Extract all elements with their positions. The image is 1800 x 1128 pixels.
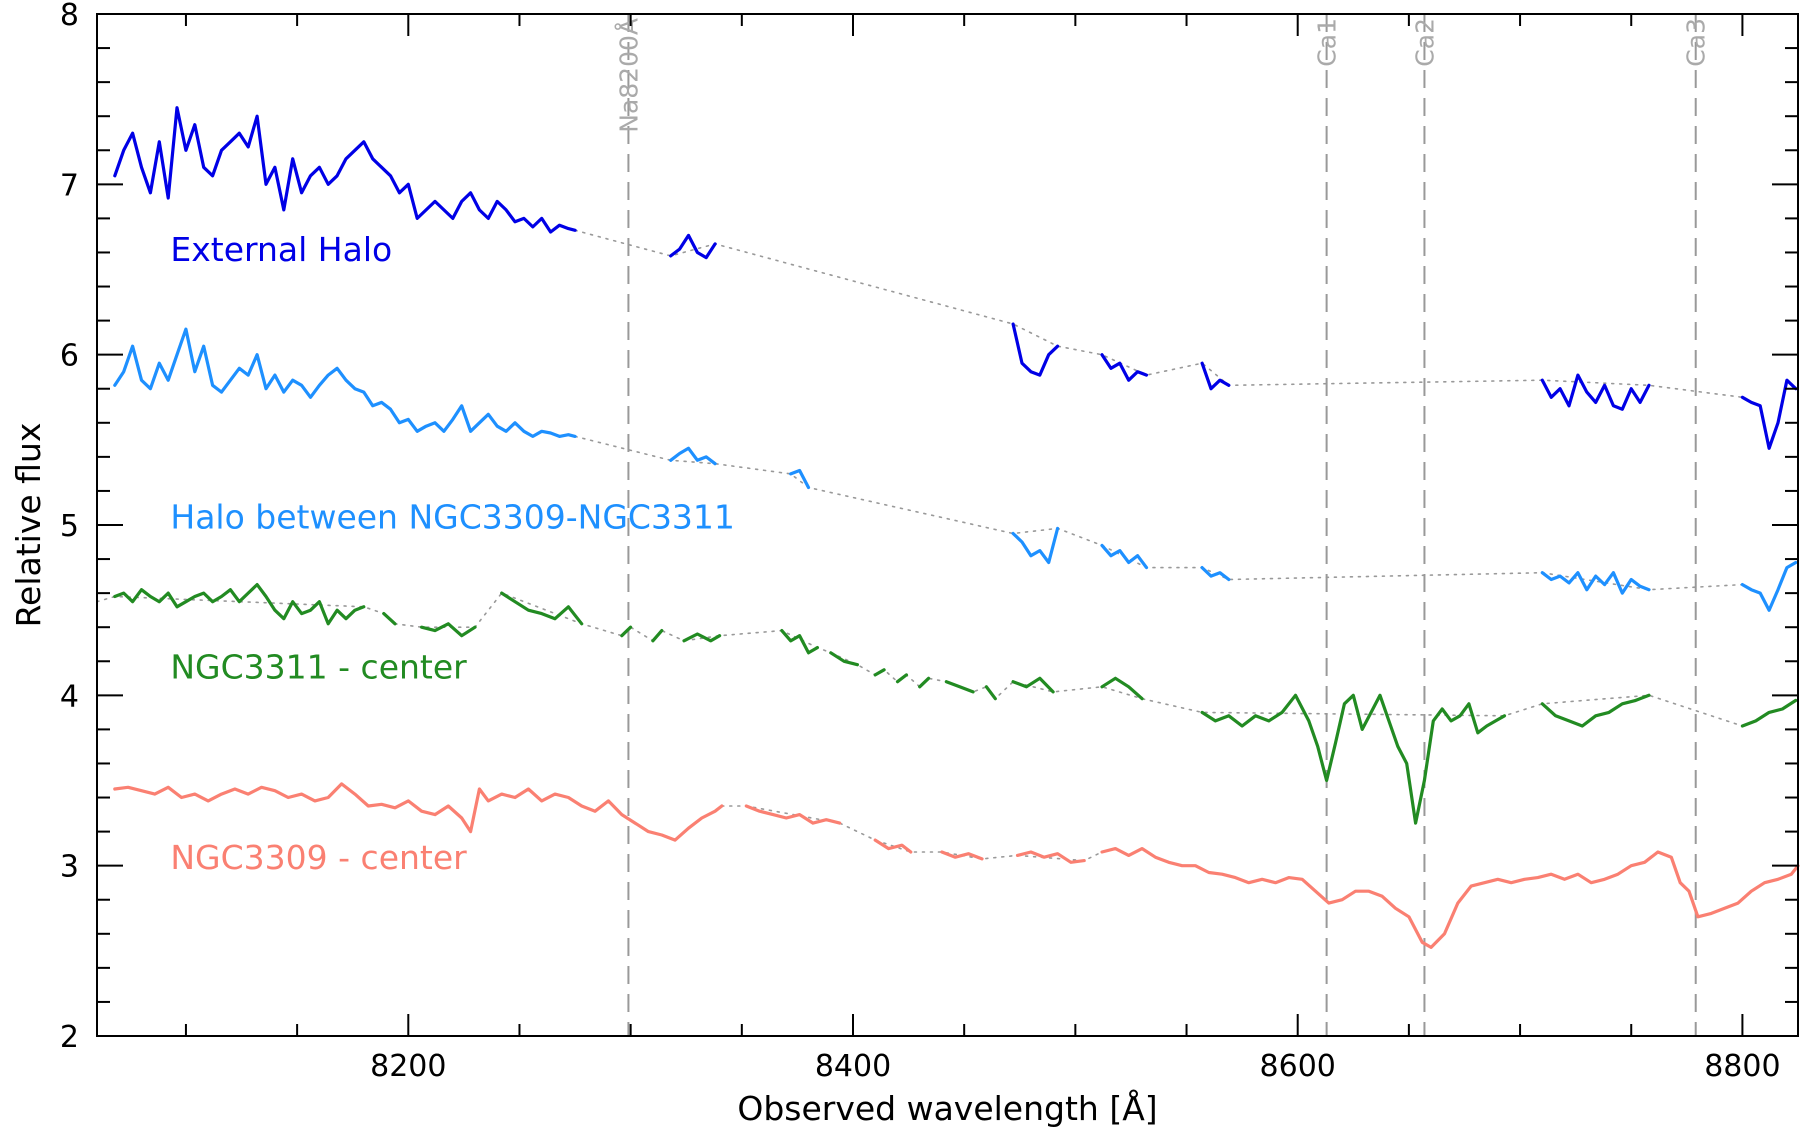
y-tick-label: 7 [60,168,79,203]
series-ngc3311-center-segment-4 [500,591,584,626]
series-ngc3309-center-segment-1 [113,782,724,842]
series-ngc3311-center-segment-10 [873,668,886,677]
series-halo-between-ngc3309-ngc3311-segment-4 [1011,526,1060,565]
series-ngc3309-center-segment-3 [873,838,913,854]
x-tick-label: 8400 [815,1049,891,1084]
series-ngc3311-center-segment-18 [1540,693,1651,728]
y-tick-label: 5 [60,509,79,544]
y-tick-label: 8 [60,0,79,33]
series-external-halo-segment-5 [1200,361,1231,391]
series-ngc3311-center-segment-8 [780,629,819,655]
reference-line-label-ca3: Ca3 [1682,18,1711,67]
series-external-halo-segment-4 [1100,353,1149,382]
series-ngc3311-center [113,583,1798,825]
series-ngc3311-center-segment-2 [382,612,397,626]
connector-ngc3311-center [96,592,1744,727]
y-axis-title: Relative flux [9,423,48,628]
series-halo-between-ngc3309-ngc3311-segment-6 [1200,566,1231,582]
series-external-halo-segment-3 [1011,322,1060,377]
reference-line-label-ca1: Ca1 [1313,18,1342,67]
series-ngc3309-center-segment-2 [744,804,842,825]
connector-ngc3309-center [721,805,1103,862]
series-halo-between-ngc3309-ngc3311-segment-3 [789,468,811,490]
reference-line-label-na8200: Na8200Å [614,18,643,133]
series-ngc3311-center-segment-3 [420,622,477,638]
reference-line-label-ca2: Ca2 [1410,18,1439,67]
series-halo-between-ngc3309-ngc3311-segment-5 [1100,543,1149,570]
series-external-halo-segment-6 [1540,373,1651,411]
series-external-halo-segment-1 [113,106,577,234]
series-label-ngc3309-center: NGC3309 - center [170,838,467,877]
series-labels-layer: External Halo Halo between NGC3309-NGC331… [170,230,735,877]
x-axis-title: Observed wavelength [Å] [737,1088,1157,1128]
series-halo-between-ngc3309-ngc3311-segment-1 [113,327,577,438]
y-tick-label: 3 [60,850,79,885]
series-ngc3309-center-segment-4 [940,850,984,861]
connector-lines-layer [96,229,1744,862]
series-ngc3311-center-segment-6 [651,629,664,643]
series-label-ngc3311-center: NGC3311 - center [170,647,467,686]
y-tick-label: 4 [60,679,79,714]
series-ngc3311-center-segment-17 [1200,693,1507,825]
series-halo-between-ngc3309-ngc3311 [113,327,1798,612]
series-ngc3311-center-segment-7 [682,632,722,643]
x-tick-label: 8600 [1260,1049,1336,1084]
series-halo-between-ngc3309-ngc3311-segment-8 [1740,560,1798,612]
series-ngc3309-center-segment-6 [1100,847,1800,949]
x-tick-label: 8200 [370,1049,446,1084]
connector-external-halo [574,229,1744,399]
series-ngc3309-center [113,782,1800,949]
reference-lines-layer: Na8200Å Ca1 Ca2 Ca3 [614,14,1711,1036]
series-ngc3311-center-segment-12 [918,676,931,689]
x-tick-label: 8800 [1704,1049,1780,1084]
series-ngc3311-center-segment-15 [1011,676,1055,694]
series-external-halo [113,106,1798,450]
y-tick-label: 2 [60,1020,79,1055]
series-label-external-halo: External Halo [170,230,392,269]
series-ngc3311-center-segment-5 [620,625,633,638]
series-label-halo-between-ngc3309-ngc3311: Halo between NGC3309-NGC3311 [170,497,735,536]
series-ngc3311-center-segment-1 [113,583,366,626]
series-ngc3311-center-segment-16 [1100,676,1144,701]
series-ngc3311-center-segment-14 [984,685,997,701]
axes-layer: 8200 8400 8600 8800 2 3 4 5 6 7 8 [60,0,1798,1084]
series-ngc3311-center-segment-11 [895,673,908,684]
series-halo-between-ngc3309-ngc3311-segment-2 [669,446,717,466]
series-external-halo-segment-7 [1740,378,1798,450]
series-external-halo-segment-2 [669,233,717,260]
series-ngc3311-center-segment-13 [944,680,975,694]
series-ngc3309-center-segment-5 [1015,850,1086,864]
connector-halo-between-ngc3309-ngc3311 [574,435,1744,591]
y-tick-label: 6 [60,339,79,374]
series-halo-between-ngc3309-ngc3311-segment-7 [1540,571,1651,595]
series-ngc3311-center-segment-9 [829,651,859,667]
series-lines-layer [113,106,1800,949]
series-ngc3311-center-segment-19 [1740,698,1798,728]
